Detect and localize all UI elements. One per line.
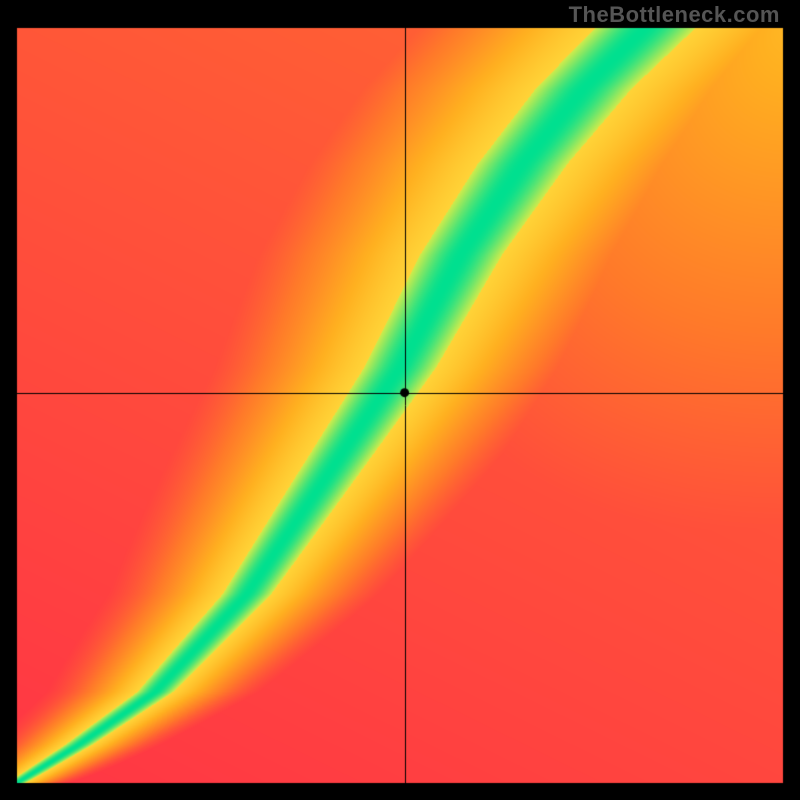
watermark-text: TheBottleneck.com [569, 2, 780, 28]
heatmap-canvas [0, 0, 800, 800]
chart-container: TheBottleneck.com [0, 0, 800, 800]
